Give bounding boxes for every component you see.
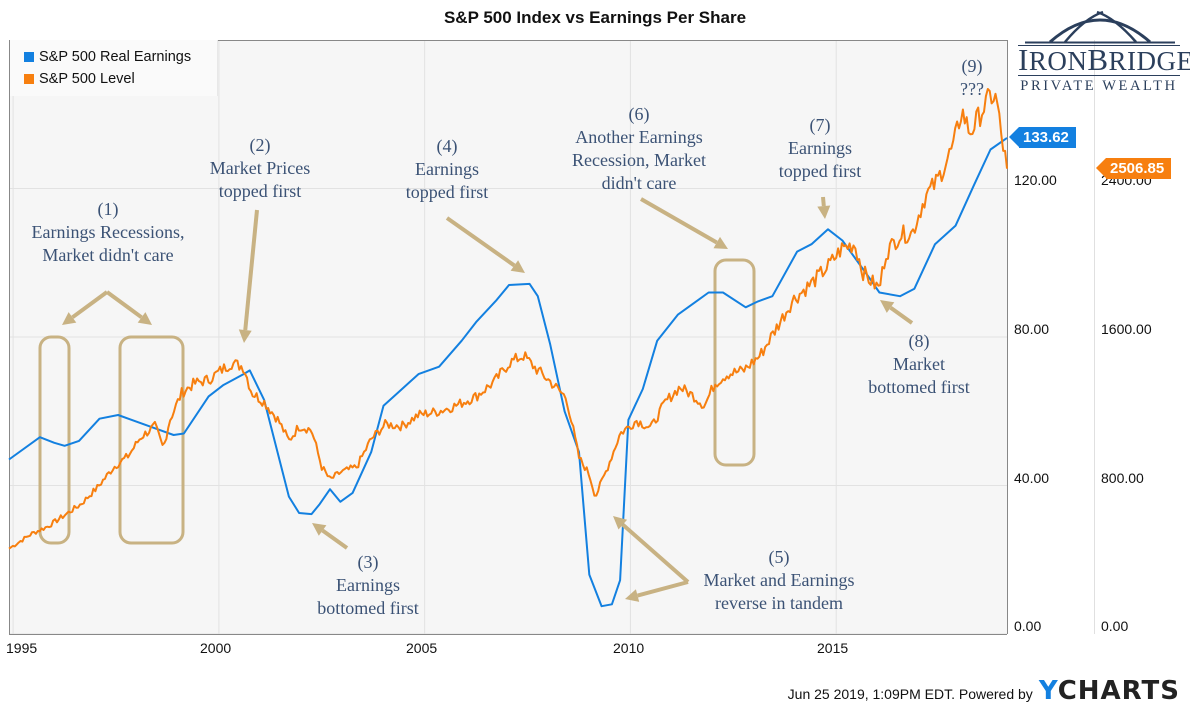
annotation-arrow-shaft bbox=[637, 580, 689, 598]
right-tick: 800.00 bbox=[1101, 470, 1144, 486]
annotation-1: (1) Earnings Recessions, Market didn't car… bbox=[31, 199, 185, 265]
footer: Jun 25 2019, 1:09PM EDT. Powered by YCHA… bbox=[788, 676, 1180, 706]
annotation-arrow-shaft bbox=[640, 197, 718, 245]
annotation-arrows bbox=[62, 196, 914, 602]
annotation-arrow-shaft bbox=[243, 209, 259, 331]
annotation-arrow-head bbox=[613, 516, 628, 530]
annotation-9: (9)??? bbox=[960, 56, 984, 99]
annotation-2: (2) Market Prices topped first bbox=[209, 135, 311, 201]
annotation-arrow-head bbox=[625, 589, 640, 602]
ycharts-logo[interactable]: YCHARTS bbox=[1038, 676, 1180, 706]
annotation-arrow-shaft bbox=[321, 528, 349, 550]
footer-timestamp: Jun 25 2019, 1:09PM EDT. bbox=[787, 686, 955, 702]
legend-item-earnings[interactable]: S&P 500 Real Earnings bbox=[24, 49, 191, 65]
legend-label: S&P 500 Level bbox=[39, 71, 135, 87]
annotation-arrow-head bbox=[238, 329, 252, 343]
annotation-arrow-shaft bbox=[821, 196, 826, 207]
bridge-logo-icon bbox=[1025, 10, 1175, 44]
annotation-8: (8) Market bottomed first bbox=[868, 331, 970, 397]
x-tick: 2000 bbox=[200, 640, 232, 656]
annotation-arrow-head bbox=[880, 300, 895, 313]
annotation-6: (6) Another Earnings Recession, Market didn… bbox=[572, 104, 706, 193]
annotation-arrow-head bbox=[62, 312, 77, 325]
x-tick: 2015 bbox=[817, 640, 849, 656]
annotation-arrow-shaft bbox=[445, 216, 516, 268]
annotation-arrow-head bbox=[312, 523, 327, 536]
annotation-arrow-head bbox=[817, 205, 831, 219]
series-line-earnings bbox=[8, 137, 1008, 608]
annotation-box bbox=[38, 335, 71, 545]
chart-title: S&P 500 Index vs Earnings Per Share bbox=[443, 8, 747, 27]
footer-powered-by: Powered by bbox=[958, 686, 1033, 702]
right-tick: 1600.00 bbox=[1101, 321, 1152, 337]
level-last-value-flag: 2506.85 bbox=[1095, 158, 1172, 179]
right-tick: 0.00 bbox=[1101, 618, 1129, 634]
earnings-last-value-flag: 133.62 bbox=[1009, 127, 1076, 148]
annotation-5: (5) Market and Earnings reverse in tandem bbox=[703, 547, 855, 613]
annotation-4: (4) Earnings topped first bbox=[405, 136, 489, 202]
left-tick: 40.00 bbox=[1014, 470, 1050, 486]
legend-item-level[interactable]: S&P 500 Level bbox=[24, 71, 135, 87]
x-tick: 2005 bbox=[406, 640, 438, 656]
ironbridge-logo: IRONBRIDGE PRIVATE WEALTH bbox=[1018, 14, 1190, 95]
logo-name: IRONBRIDGE bbox=[1018, 42, 1190, 77]
legend-swatch-earnings bbox=[24, 52, 34, 62]
annotation-arrow-head bbox=[510, 260, 525, 273]
annotation-3: (3) Earnings bottomed first bbox=[317, 552, 419, 618]
annotation-arrow-head bbox=[137, 312, 152, 325]
annotation-arrow-shaft bbox=[105, 290, 143, 319]
annotation-arrow-shaft bbox=[71, 290, 109, 319]
left-tick: 80.00 bbox=[1014, 321, 1050, 337]
series-line-level bbox=[8, 88, 1008, 550]
x-tick: 2010 bbox=[613, 640, 645, 656]
annotation-7: (7) Earnings topped first bbox=[778, 115, 862, 181]
annotation-box bbox=[118, 335, 185, 545]
x-tick: 1995 bbox=[6, 640, 38, 656]
annotation-arrow-shaft bbox=[621, 523, 690, 584]
series-lines bbox=[8, 88, 1008, 608]
legend: S&P 500 Real Earnings S&P 500 Level bbox=[10, 40, 218, 96]
annotation-arrow-head bbox=[713, 236, 728, 249]
left-tick: 120.00 bbox=[1014, 172, 1057, 188]
left-tick: 0.00 bbox=[1014, 618, 1042, 634]
legend-label: S&P 500 Real Earnings bbox=[39, 49, 192, 65]
annotation-arrow-shaft bbox=[889, 305, 914, 325]
legend-swatch-level bbox=[24, 74, 34, 84]
logo-subtitle: PRIVATE WEALTH bbox=[1020, 78, 1178, 94]
